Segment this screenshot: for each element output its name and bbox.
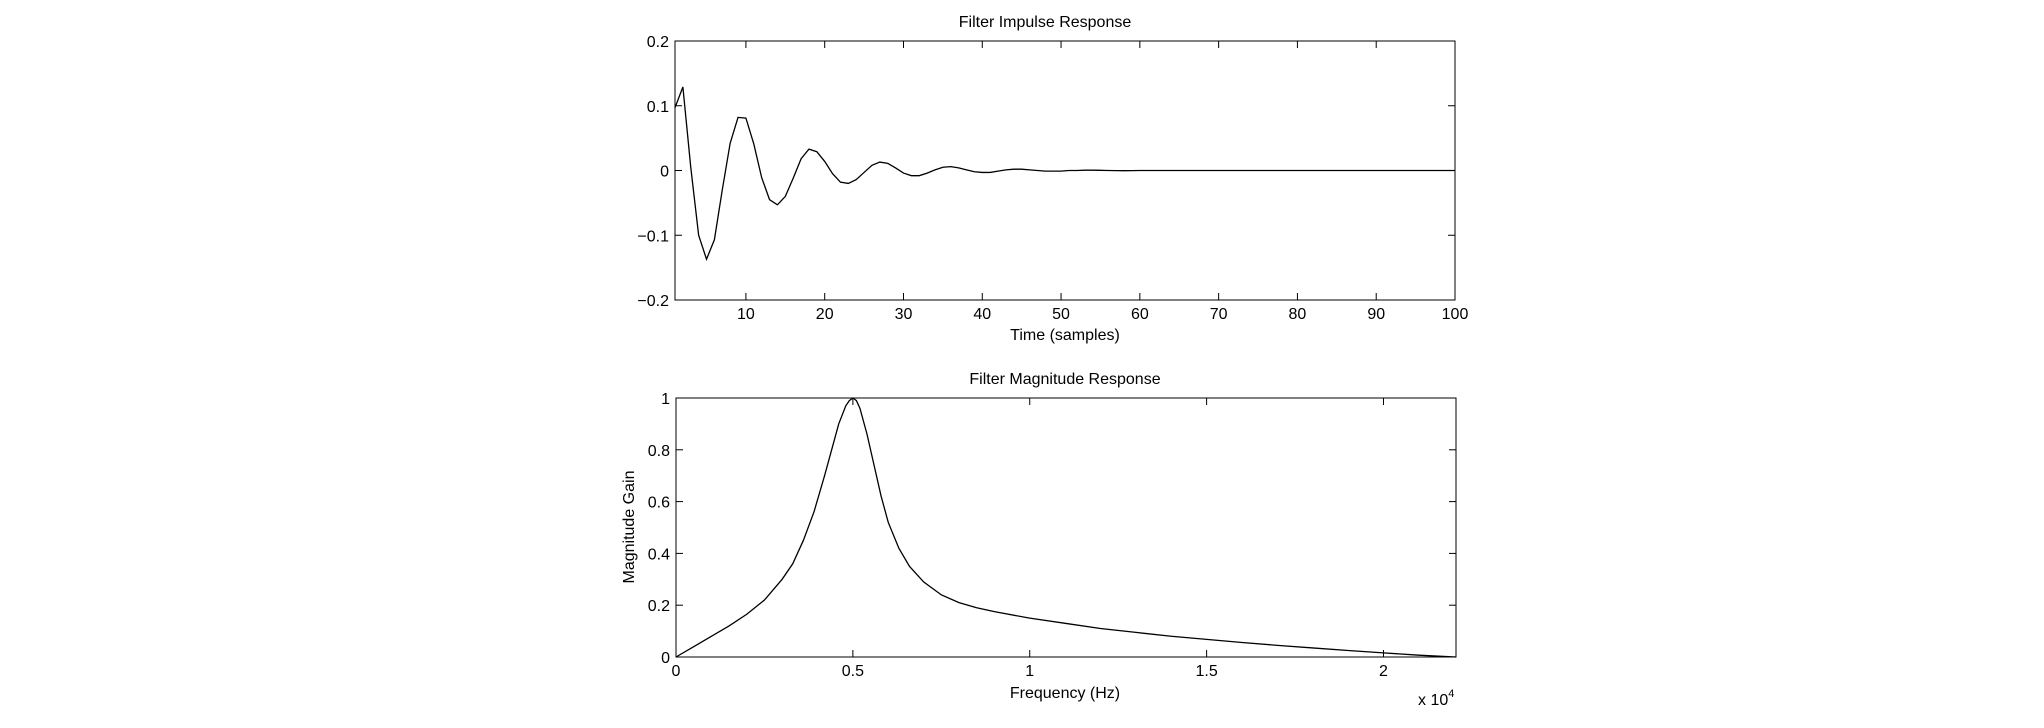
- magnitude-y-axis-label: Magnitude Gain: [621, 471, 638, 584]
- magnitude-x-tick-label: 1.5: [1195, 663, 1217, 680]
- magnitude-y-tick-label: 0.6: [648, 495, 670, 512]
- x-axis-multiplier: x 104: [1418, 688, 1454, 709]
- multiplier-base: x 10: [1418, 692, 1448, 709]
- impulse-x-tick-label: 20: [816, 306, 834, 323]
- impulse-x-tick-label: 40: [973, 306, 991, 323]
- impulse-y-tick-label: 0: [660, 164, 669, 181]
- impulse-x-tick-label: 10: [737, 306, 755, 323]
- impulse-chart-title: Filter Impulse Response: [959, 14, 1132, 31]
- magnitude-plot-area: [675, 397, 1457, 658]
- impulse-y-ticks: −0.2 −0.1 0 0.1 0.2: [637, 34, 1455, 310]
- impulse-y-tick-label: −0.1: [637, 228, 669, 245]
- impulse-response-chart: Filter Impulse Response 10 20 30 40 50 60 70 80…: [637, 14, 1468, 344]
- magnitude-y-tick-label: 0.4: [648, 546, 670, 563]
- impulse-x-axis-label: Time (samples): [1010, 327, 1120, 344]
- impulse-x-tick-label: 80: [1289, 306, 1307, 323]
- impulse-x-tick-label: 70: [1210, 306, 1228, 323]
- magnitude-series-line: [675, 397, 1457, 658]
- magnitude-response-chart: Filter Magnitude Response 0 0.5 1 1.5 2 0 0.2…: [621, 371, 1457, 709]
- magnitude-y-tick-label: 0: [661, 650, 670, 667]
- impulse-x-tick-label: 100: [1442, 306, 1469, 323]
- multiplier-exponent: 4: [1448, 688, 1454, 700]
- magnitude-x-tick-label: 0: [672, 663, 681, 680]
- impulse-x-ticks: 10 20 30 40 50 60 70 80 90 100: [737, 41, 1468, 323]
- impulse-series-line: [674, 86, 1455, 262]
- impulse-x-tick-label: 50: [1052, 306, 1070, 323]
- impulse-y-tick-label: 0.1: [647, 99, 669, 116]
- magnitude-x-axis-label: Frequency (Hz): [1010, 685, 1120, 702]
- impulse-y-tick-label: −0.2: [637, 293, 669, 310]
- magnitude-y-tick-label: 0.2: [648, 598, 670, 615]
- magnitude-x-tick-label: 1: [1025, 663, 1034, 680]
- impulse-x-tick-label: 90: [1367, 306, 1385, 323]
- magnitude-x-tick-label: 2: [1379, 663, 1388, 680]
- impulse-x-tick-label: 30: [895, 306, 913, 323]
- impulse-x-tick-label: 60: [1131, 306, 1149, 323]
- magnitude-y-tick-label: 0.8: [648, 443, 670, 460]
- impulse-y-tick-label: 0.2: [647, 34, 669, 51]
- magnitude-y-tick-label: 1: [661, 391, 670, 408]
- magnitude-x-ticks: 0 0.5 1 1.5 2: [672, 398, 1388, 680]
- magnitude-x-tick-label: 0.5: [842, 663, 864, 680]
- magnitude-chart-title: Filter Magnitude Response: [969, 371, 1160, 388]
- magnitude-y-ticks: 0 0.2 0.4 0.6 0.8 1: [648, 391, 1456, 667]
